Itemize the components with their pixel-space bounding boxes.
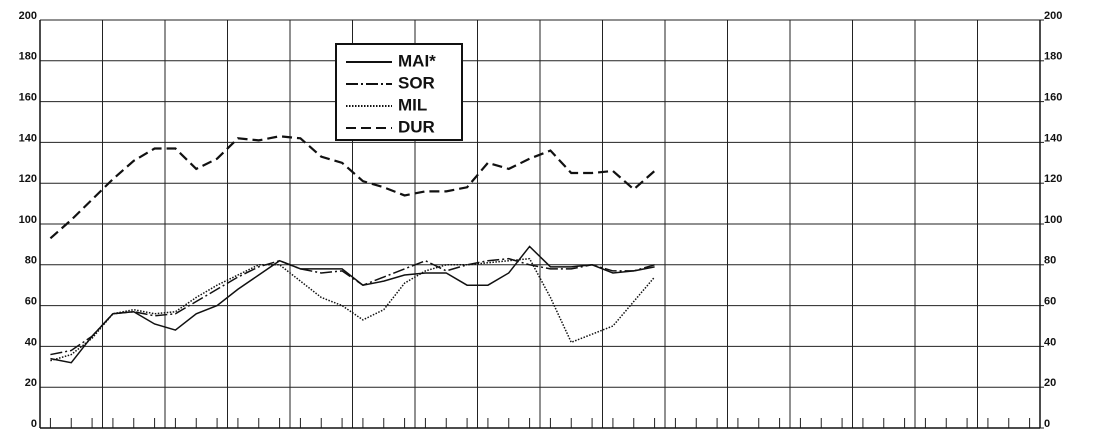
y2-tick-label: 120 bbox=[1044, 173, 1062, 185]
y-tick-label: 160 bbox=[19, 92, 37, 104]
y2-tick-label: 140 bbox=[1044, 132, 1062, 144]
y-tick-label: 80 bbox=[25, 255, 37, 267]
y2-tick-label: 20 bbox=[1044, 377, 1056, 389]
y-tick-label: 40 bbox=[25, 336, 37, 348]
legend-box bbox=[335, 43, 463, 141]
y-tick-label: 20 bbox=[25, 377, 37, 389]
legend-label: MAI* bbox=[398, 51, 436, 70]
y2-tick-label: 0 bbox=[1044, 418, 1050, 430]
y2-tick-label: 100 bbox=[1044, 214, 1062, 226]
y-tick-label: 0 bbox=[31, 418, 37, 430]
y2-tick-label: 80 bbox=[1044, 255, 1056, 267]
y-tick-label: 120 bbox=[19, 173, 37, 185]
y-tick-label: 180 bbox=[19, 51, 37, 63]
y-tick-label: 60 bbox=[25, 296, 37, 308]
series-line bbox=[49, 135, 656, 240]
y2-tick-label: 160 bbox=[1044, 92, 1062, 104]
y2-tick-label: 40 bbox=[1044, 336, 1056, 348]
legend-label: SOR bbox=[398, 73, 435, 92]
series-line bbox=[50, 257, 656, 362]
y2-tick-label: 200 bbox=[1044, 10, 1062, 22]
y-tick-label: 140 bbox=[19, 132, 37, 144]
y2-tick-label: 60 bbox=[1044, 296, 1056, 308]
series-line bbox=[50, 245, 655, 364]
y-tick-label: 200 bbox=[19, 10, 37, 22]
legend-label: MIL bbox=[398, 95, 427, 114]
y2-tick-label: 180 bbox=[1044, 51, 1062, 63]
y-tick-label: 100 bbox=[19, 214, 37, 226]
series-line bbox=[50, 257, 655, 356]
legend-label: DUR bbox=[398, 117, 435, 136]
